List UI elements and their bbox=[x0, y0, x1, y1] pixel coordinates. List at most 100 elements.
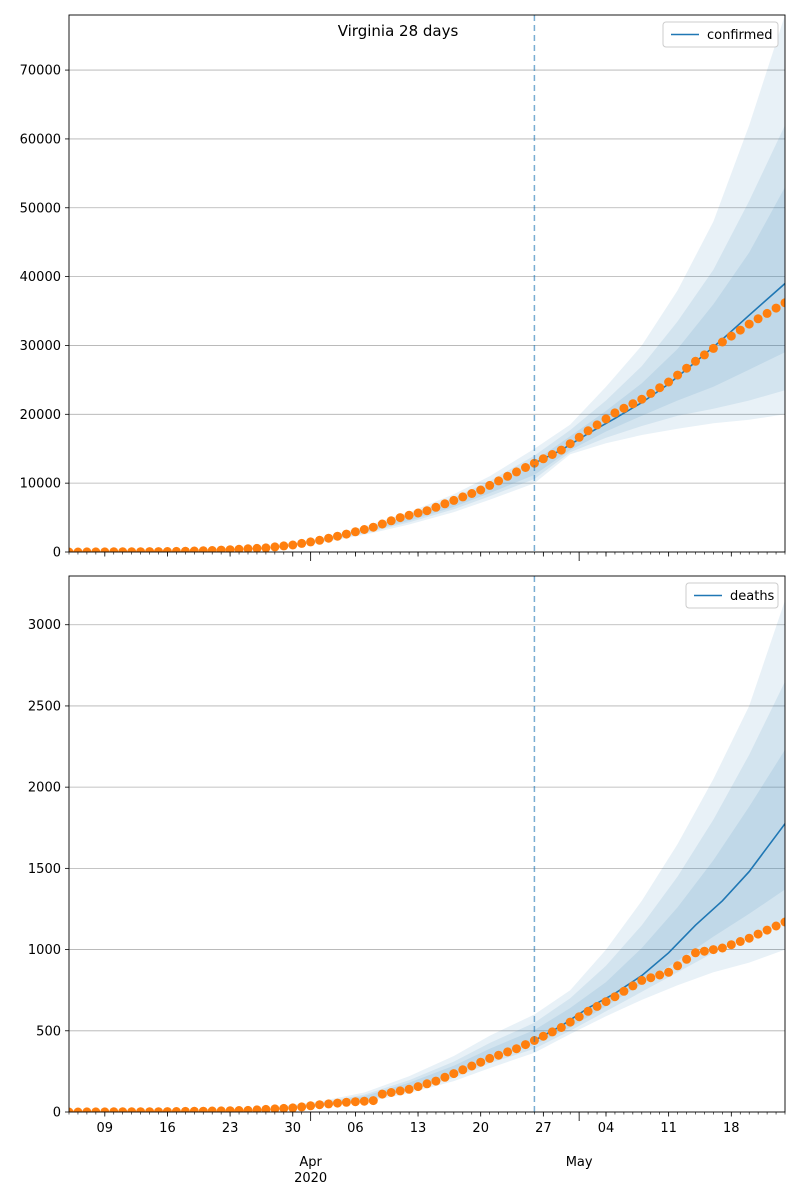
legend-box bbox=[685, 582, 779, 609]
observed-point bbox=[243, 544, 253, 552]
observed-point bbox=[655, 970, 665, 980]
observed-point bbox=[762, 308, 772, 318]
observed-point bbox=[610, 992, 620, 1002]
observed-point bbox=[234, 544, 244, 552]
observed-point bbox=[73, 1107, 83, 1112]
observed-point bbox=[252, 543, 262, 552]
x-tick-label: 13 bbox=[410, 1121, 427, 1136]
observed-point bbox=[440, 499, 450, 509]
observed-point bbox=[565, 1017, 575, 1027]
observed-point bbox=[109, 547, 119, 552]
observed-point bbox=[753, 314, 763, 324]
observed-point bbox=[341, 1097, 351, 1107]
observed-point bbox=[386, 516, 396, 526]
observed-point bbox=[673, 370, 683, 380]
observed-point bbox=[699, 350, 709, 360]
legend: confirmed bbox=[662, 21, 779, 48]
observed-point bbox=[91, 1107, 101, 1112]
observed-point bbox=[162, 547, 172, 552]
observed-point bbox=[673, 961, 683, 971]
observed-point bbox=[547, 450, 557, 459]
observed-point bbox=[762, 925, 772, 935]
observed-point bbox=[73, 547, 83, 552]
observed-point bbox=[664, 377, 674, 387]
observed-point bbox=[333, 1098, 342, 1108]
observed-point bbox=[699, 946, 709, 956]
observed-point bbox=[395, 1086, 405, 1096]
x-month-label: May bbox=[566, 1155, 593, 1170]
observed-point bbox=[476, 1057, 486, 1067]
observed-point bbox=[628, 981, 638, 991]
observed-point bbox=[189, 546, 199, 552]
y-tick-label: 2000 bbox=[28, 781, 61, 796]
legend-box bbox=[662, 21, 779, 48]
observed-point bbox=[753, 929, 763, 939]
observed-point bbox=[225, 545, 235, 552]
observed-point bbox=[440, 1072, 450, 1082]
observed-point bbox=[261, 1104, 271, 1112]
legend-label: confirmed bbox=[707, 28, 773, 43]
observed-point bbox=[368, 1096, 378, 1106]
observed-point bbox=[145, 547, 155, 552]
observed-point bbox=[297, 1102, 307, 1112]
observed-point bbox=[476, 485, 486, 495]
observed-point bbox=[243, 1105, 253, 1112]
observed-point bbox=[646, 388, 656, 398]
observed-point bbox=[288, 1103, 298, 1112]
observed-point bbox=[180, 546, 190, 552]
observed-point bbox=[413, 508, 423, 518]
observed-point bbox=[216, 1106, 226, 1112]
observed-point bbox=[538, 1031, 548, 1041]
observed-point bbox=[350, 527, 360, 537]
observed-point bbox=[306, 1101, 316, 1111]
observed-point bbox=[601, 997, 611, 1007]
observed-point bbox=[127, 1107, 137, 1112]
observed-point bbox=[82, 1107, 92, 1112]
observed-point bbox=[538, 454, 548, 464]
observed-point bbox=[449, 495, 459, 505]
observed-point bbox=[315, 1100, 325, 1110]
plot-frame bbox=[68, 14, 786, 553]
observed-point bbox=[655, 383, 665, 393]
observed-point bbox=[422, 506, 432, 516]
y-tick-label: 1500 bbox=[28, 862, 61, 877]
observed-point bbox=[458, 1065, 468, 1075]
observed-point bbox=[691, 948, 700, 958]
observed-point bbox=[422, 1079, 432, 1089]
observed-point bbox=[100, 1107, 110, 1112]
observed-point bbox=[154, 547, 163, 552]
y-tick-label: 50000 bbox=[20, 201, 61, 216]
observed-point bbox=[592, 420, 602, 430]
observed-point bbox=[547, 1027, 557, 1037]
observed-point bbox=[521, 463, 530, 472]
series-line-deaths bbox=[534, 823, 785, 1042]
observed-point bbox=[404, 1084, 414, 1094]
observed-point bbox=[717, 943, 727, 953]
uncertainty-band bbox=[274, 600, 785, 1110]
observed-point bbox=[118, 1107, 128, 1112]
x-tick-label: 04 bbox=[598, 1121, 615, 1136]
observed-point bbox=[574, 432, 584, 442]
x-tick-label: 06 bbox=[347, 1121, 364, 1136]
x-tick-label: 23 bbox=[222, 1121, 239, 1136]
observed-point bbox=[771, 921, 781, 931]
x-tick-label: 16 bbox=[159, 1121, 176, 1136]
observed-point bbox=[333, 531, 342, 541]
uncertainty-band bbox=[274, 15, 785, 549]
observed-point bbox=[494, 476, 504, 486]
observed-point bbox=[109, 1107, 119, 1112]
observed-point bbox=[252, 1105, 262, 1112]
y-tick-label: 2500 bbox=[28, 699, 61, 714]
observed-point bbox=[234, 1106, 244, 1112]
y-tick-label: 0 bbox=[53, 1106, 61, 1121]
observed-point bbox=[306, 537, 316, 547]
observed-point bbox=[216, 545, 226, 552]
y-tick-label: 70000 bbox=[20, 64, 61, 79]
observed-point bbox=[270, 542, 280, 552]
observed-point bbox=[324, 1099, 334, 1109]
observed-point bbox=[207, 1106, 217, 1112]
observed-point bbox=[145, 1107, 155, 1112]
observed-point bbox=[682, 954, 692, 964]
observed-point bbox=[735, 937, 745, 946]
observed-point bbox=[512, 467, 521, 477]
